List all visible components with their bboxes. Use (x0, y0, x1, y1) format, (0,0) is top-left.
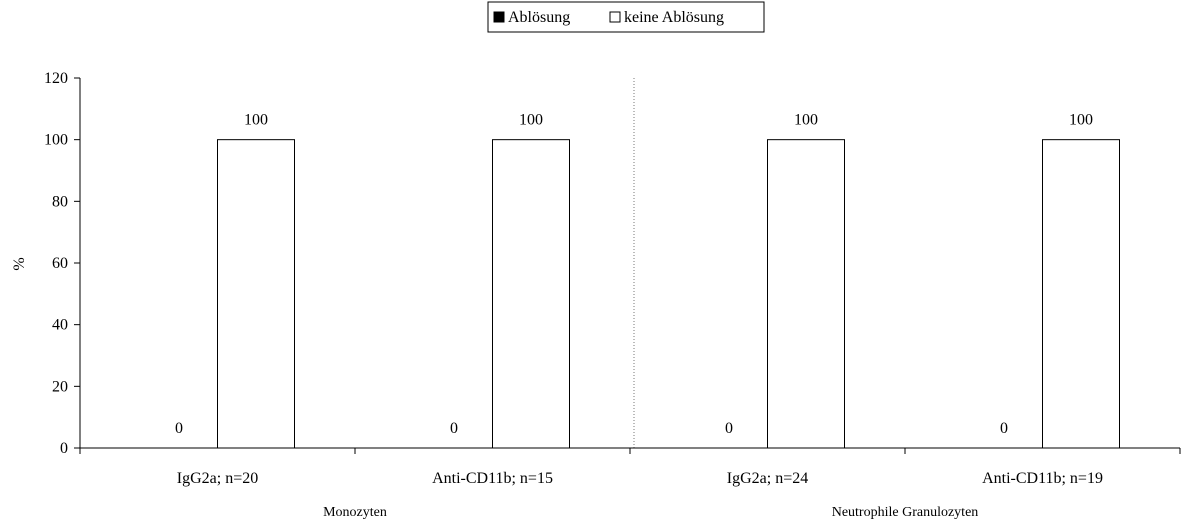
bar (1042, 139, 1120, 449)
group-labels: Monozyten Neutrophile Granulozyten (323, 505, 978, 520)
category-label: Anti-CD11b; n=15 (432, 470, 553, 487)
category-label: Anti-CD11b; n=19 (982, 470, 1103, 487)
legend-frame (487, 1, 765, 33)
legend-label-ablosung: Ablösung (508, 9, 570, 26)
bar (492, 139, 570, 449)
legend: Ablösung keine Ablösung (487, 1, 765, 33)
bar-value-label: 100 (519, 112, 543, 129)
category-label: IgG2a; n=24 (727, 470, 808, 487)
legend-swatch-keine-ablosung (609, 11, 621, 23)
y-axis-ticks: 0 20 40 60 80 100 120 (44, 70, 80, 457)
y-tick-label: 0 (60, 440, 68, 457)
bars (217, 139, 1120, 449)
bar (217, 139, 295, 449)
bar-value-label: 0 (450, 420, 458, 437)
y-tick-label: 20 (52, 378, 68, 395)
y-tick-label: 80 (52, 193, 68, 210)
y-axis-title: % (11, 257, 28, 270)
x-axis-ticks (79, 448, 1181, 454)
category-labels: IgG2a; n=20 Anti-CD11b; n=15 IgG2a; n=24 An… (177, 470, 1103, 487)
y-tick-label: 100 (44, 132, 68, 149)
legend-swatch-ablosung (493, 11, 505, 23)
bar (767, 139, 845, 449)
data-labels: 0 100 0 100 0 100 0 100 (175, 112, 1093, 437)
y-tick-label: 40 (52, 317, 68, 334)
bar-value-label: 0 (1000, 420, 1008, 437)
category-label: IgG2a; n=20 (177, 470, 258, 487)
group-label: Neutrophile Granulozyten (832, 505, 979, 520)
bar-value-label: 100 (244, 112, 268, 129)
bar-value-label: 100 (1069, 112, 1093, 129)
bar-value-label: 100 (794, 112, 818, 129)
legend-label-keine-ablosung: keine Ablösung (624, 9, 724, 26)
y-tick-label: 60 (52, 255, 68, 272)
bar-value-label: 0 (175, 420, 183, 437)
group-label: Monozyten (323, 505, 387, 520)
bar-value-label: 0 (725, 420, 733, 437)
y-tick-label: 120 (44, 70, 68, 87)
